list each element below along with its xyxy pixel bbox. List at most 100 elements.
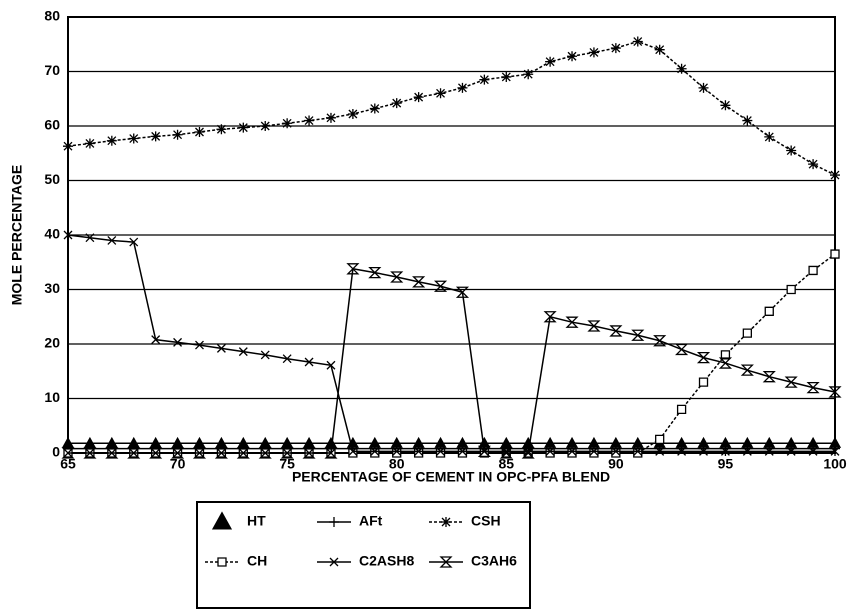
marker <box>348 446 358 456</box>
marker <box>236 447 250 459</box>
y-tick-label: 30 <box>44 280 60 296</box>
marker <box>655 446 665 456</box>
marker <box>588 47 599 58</box>
marker <box>413 92 424 103</box>
marker <box>435 448 446 458</box>
marker <box>302 447 316 459</box>
legend-box <box>196 501 531 609</box>
marker <box>412 276 426 288</box>
marker <box>280 447 294 459</box>
marker <box>83 447 97 459</box>
legend-label: C3AH6 <box>471 553 517 569</box>
marker <box>587 320 601 332</box>
legend-marker <box>439 556 453 568</box>
marker <box>127 447 141 459</box>
marker <box>173 337 183 347</box>
legend-marker <box>217 557 227 567</box>
marker <box>216 343 226 353</box>
marker <box>567 51 578 62</box>
marker <box>106 135 117 146</box>
marker <box>720 100 731 111</box>
marker <box>742 328 752 338</box>
marker <box>238 122 249 133</box>
x-tick-label: 75 <box>279 456 295 472</box>
marker <box>326 360 336 370</box>
marker <box>830 249 840 259</box>
y-tick-label: 50 <box>44 171 60 187</box>
marker <box>696 351 711 364</box>
x-tick-label: 95 <box>718 456 734 472</box>
marker <box>764 306 774 316</box>
marker <box>764 131 775 142</box>
marker <box>633 448 643 458</box>
x-tick-label: 65 <box>60 456 76 472</box>
marker <box>150 131 161 142</box>
series-line <box>68 253 836 454</box>
marker <box>304 115 315 126</box>
marker <box>195 340 204 350</box>
legend-label: C2ASH8 <box>359 553 414 569</box>
marker <box>436 446 446 456</box>
marker <box>369 103 380 114</box>
marker <box>567 448 577 458</box>
marker <box>633 446 643 456</box>
marker <box>84 138 95 149</box>
marker <box>740 364 754 376</box>
marker <box>107 235 117 245</box>
legend-marker <box>329 557 339 567</box>
marker <box>676 404 687 415</box>
marker <box>698 377 709 387</box>
marker <box>260 121 271 131</box>
marker <box>609 325 623 337</box>
marker <box>501 71 512 82</box>
marker <box>282 354 292 364</box>
marker <box>808 446 818 456</box>
legend-label: HT <box>247 513 266 529</box>
marker <box>238 347 248 357</box>
marker <box>677 446 687 456</box>
y-tick-label: 60 <box>44 117 60 133</box>
marker <box>258 447 272 459</box>
marker <box>654 44 665 55</box>
marker <box>172 129 183 140</box>
marker <box>63 230 73 240</box>
marker <box>543 311 557 323</box>
marker <box>435 88 446 99</box>
legend-marker <box>441 517 451 527</box>
marker <box>631 329 645 341</box>
y-tick-label: 80 <box>44 8 60 24</box>
y-tick-label: 0 <box>52 444 60 460</box>
marker <box>457 446 467 456</box>
marker <box>742 115 753 126</box>
marker <box>390 271 404 283</box>
marker <box>346 263 360 275</box>
marker <box>370 448 380 458</box>
legend-label: CH <box>247 553 267 569</box>
marker <box>676 63 687 74</box>
x-axis-label: PERCENTAGE OF CEMENT IN OPC-PFA BLEND <box>292 469 610 485</box>
marker <box>368 266 382 279</box>
marker <box>720 446 730 456</box>
legend-marker <box>211 511 233 530</box>
y-tick-label: 10 <box>44 389 60 405</box>
marker <box>762 371 776 383</box>
marker <box>192 447 207 459</box>
marker <box>589 448 599 458</box>
y-tick-label: 20 <box>44 335 60 351</box>
x-tick-label: 80 <box>389 456 405 472</box>
marker <box>828 386 842 398</box>
marker <box>718 357 732 369</box>
marker <box>455 286 470 298</box>
marker <box>698 82 709 93</box>
marker <box>413 448 424 458</box>
marker <box>565 316 579 328</box>
marker <box>611 448 621 458</box>
marker <box>457 448 468 458</box>
marker <box>655 434 665 445</box>
marker <box>545 448 555 458</box>
marker <box>523 69 534 80</box>
marker <box>632 36 643 47</box>
marker <box>304 357 314 367</box>
marker <box>260 350 270 360</box>
marker <box>610 43 621 54</box>
